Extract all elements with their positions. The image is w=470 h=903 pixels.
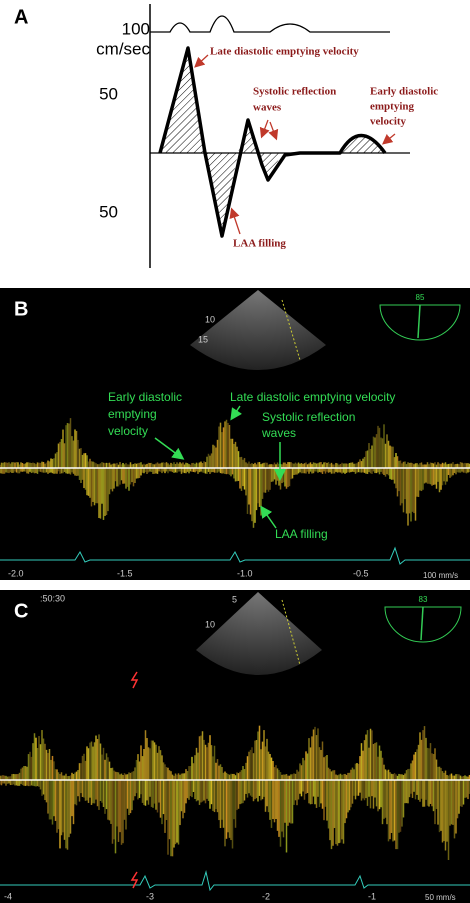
annotation: waves: [261, 426, 296, 440]
annotation: Early diastolic: [370, 86, 438, 98]
marker-icon: [130, 871, 139, 889]
time-label: -2: [262, 891, 270, 901]
time-label: -0.5: [353, 568, 369, 578]
cursor-line: [281, 299, 301, 361]
arrow: [268, 121, 279, 141]
depth-mark: 5: [232, 594, 237, 604]
hatched-area: [160, 48, 385, 236]
panel-label: B: [14, 298, 28, 320]
marker-icon: [130, 671, 139, 689]
arrow: [194, 54, 209, 68]
annotation: LAA filling: [233, 238, 286, 250]
scale-dial: [384, 606, 462, 643]
cursor-line: [281, 599, 301, 666]
annotation: Late diastolic emptying velocity: [230, 390, 395, 404]
time-label: -3: [146, 891, 154, 901]
panel-label: A: [14, 6, 28, 28]
panel-b: 10 15 85 B Early diastolic emptying velo…: [0, 288, 470, 580]
dial-value: 83: [419, 595, 428, 604]
timestamp: :50:30: [40, 593, 65, 603]
scale-dial: [379, 304, 461, 341]
arrow: [259, 119, 270, 139]
axis-label: 50: [99, 84, 118, 103]
time-label: -1.5: [117, 568, 133, 578]
annotation: emptying: [370, 101, 415, 113]
sweep-speed: 50 mm/s: [425, 893, 456, 902]
ecg-trace: [0, 546, 470, 565]
annotation: Systolic reflection: [253, 86, 336, 98]
panel-a: A 100 cm/sec 50 50 Late diastolic emptyi…: [0, 0, 470, 285]
echo-fan: [196, 592, 322, 675]
panel-label: C: [14, 600, 28, 622]
ecg-trace: [150, 15, 390, 33]
arrow: [154, 437, 185, 460]
annotation: waves: [253, 102, 282, 114]
arrow: [230, 405, 242, 421]
arrow: [260, 505, 277, 529]
axis-label: 50: [99, 202, 118, 221]
axis-label: 100: [122, 19, 150, 38]
annotation: velocity: [370, 116, 407, 128]
time-label: -1.0: [237, 568, 253, 578]
ecg-trace: [0, 870, 470, 892]
doppler-spectrum: [0, 725, 470, 861]
dial-value: 85: [416, 293, 425, 302]
dial-needle: [417, 304, 421, 339]
time-label: -4: [4, 891, 12, 901]
sweep-speed: 100 mm/s: [423, 571, 458, 580]
doppler-waveform: [158, 46, 387, 238]
annotation: Early diastolic: [108, 390, 182, 404]
arrow: [381, 133, 396, 145]
annotation: Late diastolic emptying velocity: [210, 46, 359, 58]
depth-mark: 10: [205, 619, 215, 629]
depth-mark: 10: [205, 314, 215, 324]
time-label: -1: [368, 891, 376, 901]
axis-unit: cm/sec: [96, 39, 150, 58]
annotation: LAA filling: [275, 527, 328, 541]
depth-mark: 15: [198, 334, 208, 344]
echo-fan: [190, 290, 326, 370]
annotation: emptying: [108, 407, 157, 421]
dial-needle: [420, 606, 424, 641]
time-label: -2.0: [8, 568, 24, 578]
annotation: Systolic reflection: [262, 410, 355, 424]
panel-c: 10 5 :50:30 83 C -4 -3 -2 -1 50 mm/s: [0, 590, 470, 903]
arrow: [229, 207, 241, 235]
annotation: velocity: [108, 424, 148, 438]
